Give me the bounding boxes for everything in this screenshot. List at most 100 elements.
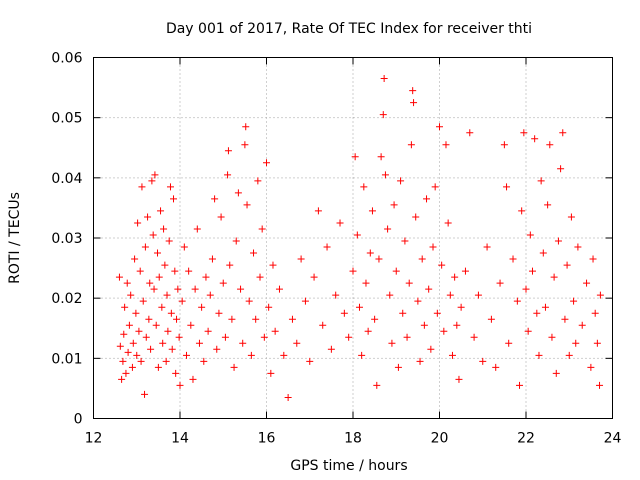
data-point bbox=[191, 285, 199, 293]
data-point bbox=[202, 273, 210, 281]
data-point bbox=[583, 279, 591, 287]
data-point bbox=[129, 339, 137, 347]
data-point bbox=[528, 267, 536, 275]
data-point bbox=[596, 291, 604, 299]
data-point bbox=[241, 141, 249, 149]
x-tick-label: 16 bbox=[258, 431, 276, 447]
data-point bbox=[141, 390, 149, 398]
data-point bbox=[550, 273, 558, 281]
data-point bbox=[340, 309, 348, 317]
data-point bbox=[250, 249, 258, 257]
data-point bbox=[593, 339, 601, 347]
data-point bbox=[524, 327, 532, 335]
data-point bbox=[381, 171, 389, 179]
data-point bbox=[397, 177, 405, 185]
data-point bbox=[399, 309, 407, 317]
data-point bbox=[355, 303, 363, 311]
data-point bbox=[520, 129, 528, 137]
data-point bbox=[500, 141, 508, 149]
data-point bbox=[269, 261, 277, 269]
data-point bbox=[416, 357, 424, 365]
data-point bbox=[332, 291, 340, 299]
data-point bbox=[243, 201, 251, 209]
data-point bbox=[115, 273, 123, 281]
data-point bbox=[360, 183, 368, 191]
data-point bbox=[118, 375, 126, 383]
y-tick-label: 0.06 bbox=[51, 51, 82, 67]
data-point bbox=[195, 339, 203, 347]
data-point bbox=[414, 297, 422, 305]
data-point bbox=[487, 315, 495, 323]
y-tick-label: 0.05 bbox=[51, 111, 82, 127]
data-point bbox=[271, 327, 279, 335]
data-point bbox=[492, 363, 500, 371]
data-point bbox=[139, 297, 147, 305]
data-point bbox=[275, 285, 283, 293]
data-point bbox=[168, 345, 176, 353]
data-point bbox=[237, 285, 245, 293]
data-point bbox=[161, 261, 169, 269]
data-point bbox=[173, 315, 181, 323]
data-point bbox=[474, 291, 482, 299]
chart-title: Day 001 of 2017, Rate Of TEC Index for r… bbox=[166, 21, 532, 37]
data-point bbox=[572, 339, 580, 347]
data-point bbox=[442, 141, 450, 149]
data-point bbox=[373, 381, 381, 389]
data-point bbox=[427, 345, 435, 353]
data-point bbox=[310, 273, 318, 281]
data-point bbox=[319, 321, 327, 329]
data-point bbox=[159, 339, 167, 347]
data-point bbox=[164, 327, 172, 335]
data-point bbox=[375, 255, 383, 263]
data-point bbox=[263, 159, 270, 167]
data-point bbox=[165, 237, 173, 245]
data-point bbox=[167, 309, 175, 317]
data-point bbox=[531, 135, 539, 143]
data-point bbox=[116, 342, 124, 350]
data-point bbox=[559, 129, 567, 137]
data-point bbox=[176, 381, 184, 389]
data-point bbox=[247, 351, 255, 359]
data-point bbox=[539, 249, 547, 257]
data-point bbox=[252, 315, 260, 323]
data-point bbox=[505, 339, 513, 347]
data-point bbox=[136, 267, 144, 275]
data-point bbox=[152, 321, 160, 329]
data-point bbox=[423, 195, 431, 203]
data-point bbox=[219, 279, 227, 287]
data-point bbox=[587, 363, 595, 371]
data-point bbox=[552, 369, 560, 377]
data-point bbox=[211, 195, 219, 203]
data-point bbox=[122, 369, 130, 377]
data-point bbox=[245, 297, 253, 305]
data-point bbox=[224, 147, 232, 155]
data-point bbox=[230, 363, 238, 371]
data-point bbox=[535, 351, 543, 359]
data-point bbox=[323, 243, 331, 251]
data-point bbox=[147, 345, 155, 353]
data-point bbox=[565, 351, 573, 359]
data-point bbox=[425, 285, 433, 293]
data-point bbox=[433, 309, 441, 317]
data-point bbox=[403, 333, 411, 341]
data-point bbox=[124, 348, 132, 356]
data-point bbox=[420, 321, 428, 329]
y-tick-label: 0 bbox=[74, 412, 83, 428]
x-tick-label: 20 bbox=[431, 431, 449, 447]
data-point bbox=[457, 303, 465, 311]
data-point bbox=[448, 351, 456, 359]
data-point bbox=[407, 141, 415, 149]
data-point bbox=[461, 267, 469, 275]
data-point bbox=[518, 207, 526, 215]
data-point bbox=[187, 321, 195, 329]
data-point bbox=[284, 393, 292, 401]
data-point bbox=[386, 291, 394, 299]
data-point bbox=[297, 255, 305, 263]
axis-ticks bbox=[93, 57, 613, 419]
data-point bbox=[366, 249, 374, 257]
y-tick-label: 0.01 bbox=[51, 351, 82, 367]
data-point bbox=[533, 309, 541, 317]
data-point bbox=[327, 345, 335, 353]
data-point bbox=[470, 333, 478, 341]
data-point bbox=[154, 249, 162, 257]
